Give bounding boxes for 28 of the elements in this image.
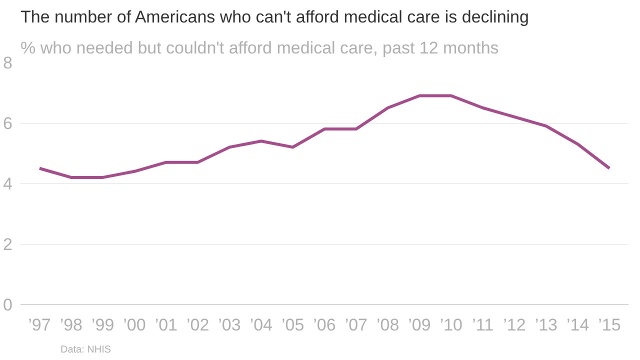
x-tick-label: ’02 <box>186 316 210 334</box>
y-tick-label: 8 <box>3 54 13 72</box>
x-tick-label: ’00 <box>123 316 146 334</box>
y-tick-label: 0 <box>3 296 13 314</box>
y-tick-label: 6 <box>3 114 13 133</box>
x-tick-label: ’97 <box>28 316 51 334</box>
chart-title: The number of Americans who can't afford medical care is declining <box>20 8 529 26</box>
x-tick-label: ’07 <box>344 316 368 334</box>
x-tick-label: ’05 <box>281 316 304 334</box>
x-tick-label: ’06 <box>313 316 336 334</box>
y-tick-label: 4 <box>3 174 13 194</box>
x-tick-label: ’03 <box>218 316 241 334</box>
x-tick-label: ’98 <box>60 316 83 334</box>
x-tick-label: ’99 <box>91 316 114 334</box>
x-tick-label: ’10 <box>440 316 463 334</box>
x-tick-label: ’08 <box>376 316 400 334</box>
y-tick-label: 2 <box>3 235 13 254</box>
x-tick-label: ’14 <box>566 316 590 334</box>
x-tick-label: ’04 <box>250 316 273 334</box>
chart-subtitle: % who needed but couldn't afford medical care, past 12 months <box>20 38 499 58</box>
x-tick-label: ’09 <box>408 316 431 334</box>
x-tick-label: ’11 <box>472 316 494 334</box>
x-tick-label: ’15 <box>598 316 621 334</box>
x-tick-label: ’01 <box>154 316 178 334</box>
x-tick-label: ’13 <box>534 316 558 334</box>
line-series <box>38 94 611 179</box>
x-tick-label: ’12 <box>503 316 526 334</box>
text: Data: NHIS <box>60 344 112 356</box>
